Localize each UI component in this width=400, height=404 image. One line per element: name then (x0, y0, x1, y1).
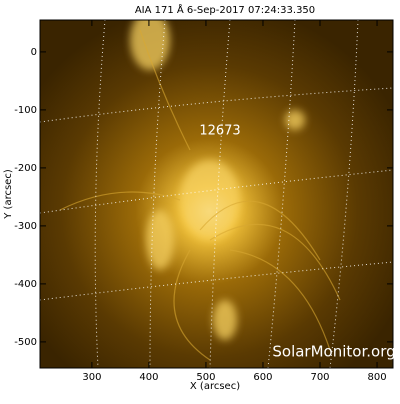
plot-frame (39, 19, 394, 369)
watermark: SolarMonitor.org (272, 343, 395, 361)
x-tick-label: 700 (310, 372, 329, 383)
axes: 300 400 500 600 700 800 0 -100 -200 -300 -400 -500 (14, 20, 393, 383)
x-tick-label: 400 (139, 372, 158, 383)
y-tick-label: 0 (31, 47, 37, 58)
solar-image (40, 20, 393, 368)
x-tick-label: 800 (367, 372, 386, 383)
x-tick-label: 300 (82, 372, 101, 383)
y-tick-label: -500 (14, 337, 37, 348)
title: AIA 171 Å 6-Sep-2017 07:24:33.350 (135, 3, 315, 16)
y-tick-label: -400 (14, 279, 37, 290)
region-label: 12673 (199, 124, 240, 139)
x-tick-label: 600 (253, 372, 272, 383)
x-tick-label: 500 (196, 372, 215, 383)
x-axis-label: X (arcsec) (190, 381, 240, 392)
y-tick-label: -200 (14, 163, 37, 174)
y-axis-label: Y (arcsec) (3, 169, 14, 220)
y-tick-label: -300 (14, 221, 37, 232)
y-tick-label: -100 (14, 105, 37, 116)
